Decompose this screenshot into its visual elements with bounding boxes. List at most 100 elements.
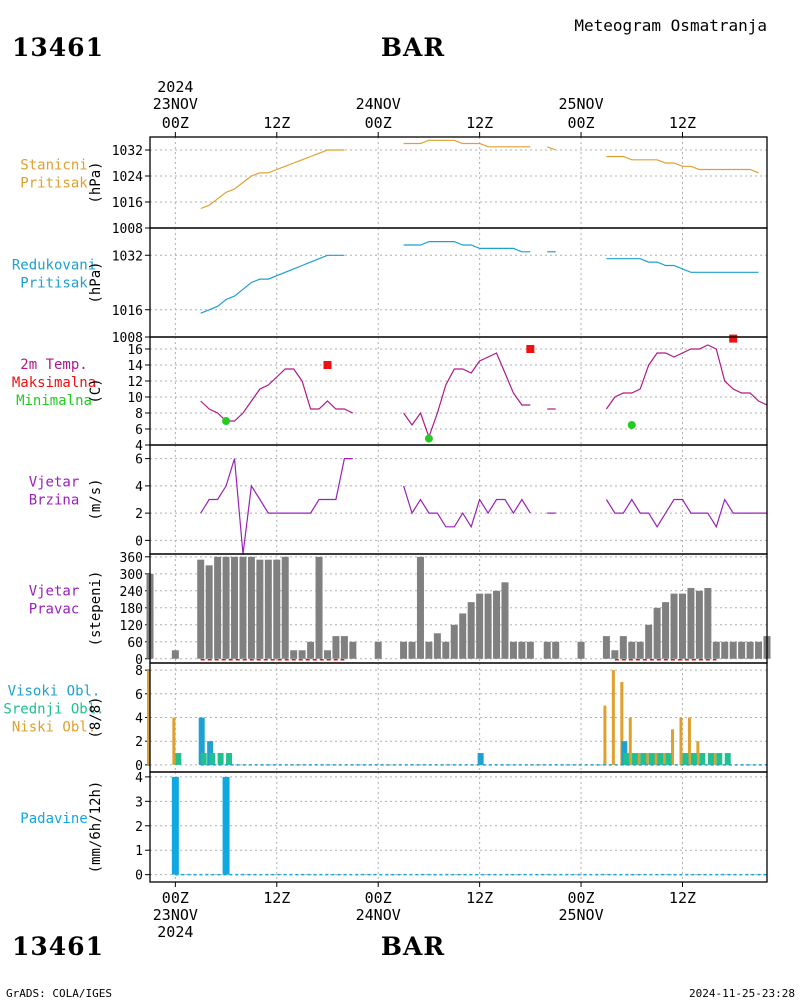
bottom-tick-label: 00Z [162, 889, 189, 907]
wind-direction-bar [721, 641, 729, 659]
timestamp-text: 2024-11-25-23:28 [689, 987, 795, 1000]
wind-direction-bar [171, 650, 179, 659]
temperature-label: 2m Temp. [20, 357, 87, 373]
bottom-tick-label: 12Z [263, 889, 290, 907]
wind-direction-bar [256, 559, 264, 659]
cloud-bar [217, 753, 224, 765]
bottom-day-label: 24NOV [356, 906, 401, 924]
cloud-bar [631, 753, 638, 765]
wind-direction-bar [323, 650, 331, 659]
y-tick-label: 3 [135, 795, 143, 810]
tmin-marker [222, 417, 231, 425]
bottom-tick-label: 00Z [365, 889, 392, 907]
y-tick-label: 6 [135, 453, 143, 468]
wind-direction-bar [704, 587, 712, 659]
cloud-bar [665, 753, 672, 765]
precipitation-label: Padavine [20, 811, 87, 827]
cloud-bar [620, 681, 624, 765]
y-tick-label: 240 [120, 585, 143, 600]
y-tick-label: 4 [135, 480, 143, 495]
wind-direction-bar [290, 650, 298, 659]
cloud-bar [226, 753, 233, 765]
station-pressure-label: Stanicni [20, 158, 87, 174]
wind-direction-panel [145, 553, 771, 664]
cloud-bar [682, 753, 689, 765]
temperature-unit-label: (C) [88, 378, 104, 403]
y-tick-label: 1016 [112, 196, 143, 211]
wind-direction-bar [678, 593, 686, 659]
cloud-bar [699, 753, 706, 765]
cloud-bar [198, 717, 205, 765]
temperature-label: Maksimalna [12, 375, 96, 391]
y-tick-label: 8 [135, 407, 143, 422]
wind-direction-label: Vjetar [29, 584, 80, 600]
wind-direction-bar [619, 636, 627, 659]
wind-direction-bar [425, 641, 433, 659]
tmax-marker [323, 361, 332, 369]
cloud-bar [671, 729, 675, 765]
station-pressure-line [403, 139, 531, 148]
clouds-label: Niski Obl. [12, 720, 96, 736]
top-day-label: 24NOV [356, 95, 401, 113]
y-tick-label: 4 [135, 712, 143, 727]
wind-speed-label: Vjetar [29, 475, 80, 491]
cloud-bar [637, 753, 641, 765]
y-tick-label: 10 [127, 391, 143, 406]
top-tick-label: 12Z [669, 114, 696, 132]
wind-direction-bar [712, 641, 720, 659]
temperature-line [605, 344, 768, 410]
reduced-pressure-line [606, 258, 759, 273]
wind-direction-bar [442, 641, 450, 659]
top-day-label: 23NOV [153, 95, 198, 113]
top-year-label: 2024 [157, 78, 193, 96]
wind-direction-bar [332, 636, 340, 659]
cloud-bar [645, 753, 649, 765]
wind-direction-bar [450, 624, 458, 659]
y-tick-label: 360 [120, 551, 143, 566]
wind-direction-bar [543, 641, 551, 659]
y-tick-label: 1008 [112, 331, 143, 346]
top-tick-label: 00Z [568, 114, 595, 132]
wind-direction-bar [755, 641, 763, 659]
y-tick-label: 6 [135, 688, 143, 703]
temperature-panel [145, 334, 768, 446]
station-pressure-unit-label: (hPa) [88, 161, 104, 203]
credit-text: GrADS: COLA/IGES [6, 987, 112, 1000]
wind-direction-bar [247, 556, 255, 659]
cloud-bar [640, 753, 647, 765]
wind-direction-bar [729, 641, 737, 659]
y-tick-label: 2 [135, 507, 143, 522]
panel-frame [149, 227, 768, 338]
wind-direction-bar [416, 556, 424, 659]
wind-speed-label: Brzina [29, 493, 80, 509]
wind-direction-bar [493, 590, 501, 659]
panel-frame [149, 662, 768, 773]
reduced-pressure-label: Redukovani [12, 258, 96, 274]
y-tick-label: 8 [135, 664, 143, 679]
wind-direction-bar [501, 582, 509, 659]
tmin-marker [424, 434, 433, 443]
wind-direction-bar [459, 613, 467, 659]
y-tick-label: 1016 [112, 304, 143, 319]
cloud-bar [200, 753, 207, 765]
y-tick-label: 4 [135, 439, 143, 454]
cloud-bar [654, 753, 658, 765]
y-tick-label: 4 [135, 771, 143, 786]
meteogram-title: Meteogram Osmatranja [574, 16, 767, 35]
wind-direction-bar [611, 650, 619, 659]
wind-direction-bar [197, 559, 205, 659]
wind-direction-bar [408, 641, 416, 659]
tmax-marker [526, 345, 535, 353]
tmin-marker [627, 421, 636, 429]
y-tick-label: 16 [127, 343, 143, 358]
wind-direction-bar [645, 624, 653, 659]
cloud-bar [209, 753, 216, 765]
wind-direction-label: Pravac [29, 602, 80, 618]
station-pressure-line [200, 149, 345, 210]
cloud-bar [147, 670, 150, 765]
top-day-label: 25NOV [558, 95, 603, 113]
cloud-bar [175, 753, 182, 765]
y-tick-label: 1032 [112, 249, 143, 264]
wind-direction-bar [476, 593, 484, 659]
bottom-tick-label: 00Z [568, 889, 595, 907]
